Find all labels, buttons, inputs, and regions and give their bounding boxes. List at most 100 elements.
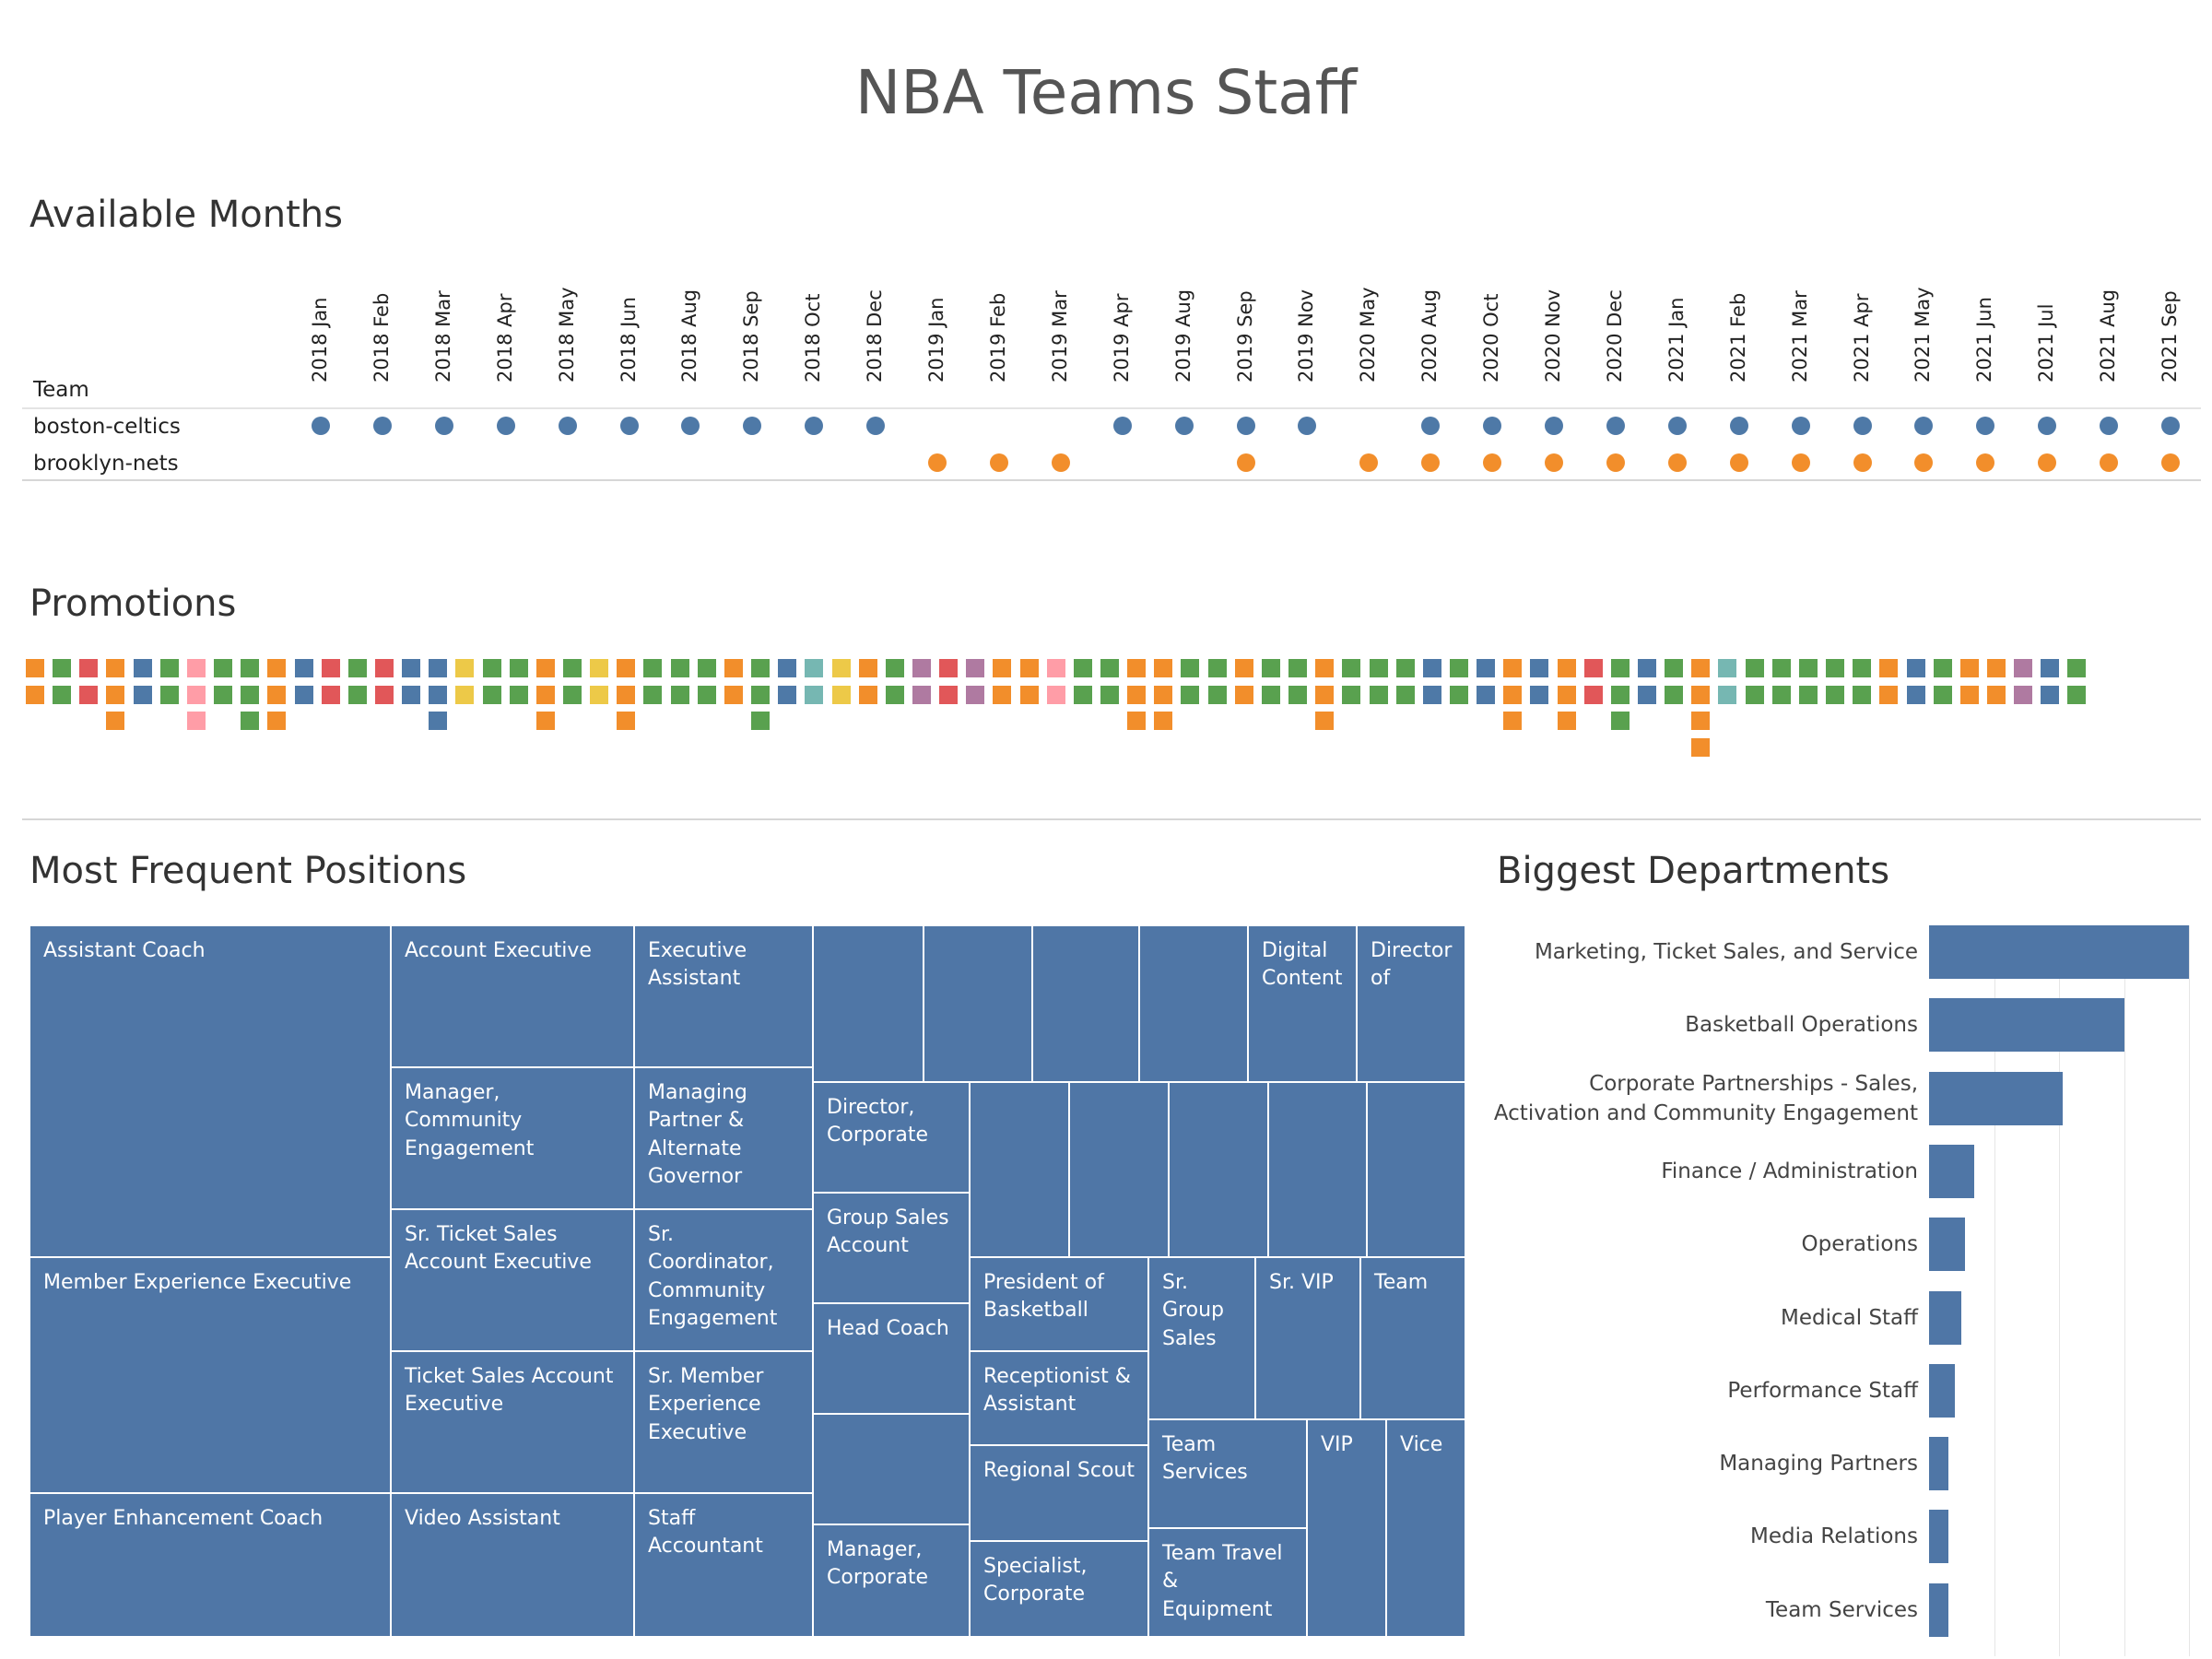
promotion-square[interactable] <box>1261 685 1280 704</box>
promotion-square[interactable] <box>1933 685 1952 704</box>
promotion-square[interactable] <box>2067 685 2087 704</box>
month-dot[interactable] <box>312 417 330 435</box>
promotion-square[interactable] <box>2014 659 2033 677</box>
promotion-square[interactable] <box>26 685 44 704</box>
promotion-square[interactable] <box>374 659 394 677</box>
promotion-square[interactable] <box>1073 685 1092 704</box>
promotion-square[interactable] <box>805 685 824 704</box>
promotion-square[interactable] <box>778 659 797 677</box>
treemap-tile[interactable]: Sr. Group Sales <box>1148 1257 1255 1419</box>
promotion-square[interactable] <box>1342 659 1361 677</box>
promotion-square[interactable] <box>1879 685 1899 704</box>
promotion-square[interactable] <box>563 685 582 704</box>
promotion-square[interactable] <box>1986 659 2006 677</box>
month-dot[interactable] <box>619 417 639 435</box>
promotion-square[interactable] <box>1691 659 1711 677</box>
promotion-square[interactable] <box>1745 685 1764 704</box>
promotion-square[interactable] <box>455 685 475 704</box>
promotion-square[interactable] <box>321 659 340 677</box>
promotion-square[interactable] <box>724 659 743 677</box>
promotion-square[interactable] <box>831 659 851 677</box>
promotion-square[interactable] <box>1154 659 1173 677</box>
promotion-square[interactable] <box>563 659 582 677</box>
promotion-square[interactable] <box>1503 685 1523 704</box>
treemap-tile[interactable]: Digital Content <box>1248 925 1357 1082</box>
promotion-square[interactable] <box>2014 685 2033 704</box>
treemap-tile[interactable]: Sr. Member Experience Executive <box>634 1351 813 1493</box>
promotion-square[interactable] <box>590 685 609 704</box>
promotion-square[interactable] <box>1315 685 1335 704</box>
treemap-tile[interactable]: Director, Corporate <box>813 1082 970 1193</box>
promotion-square[interactable] <box>347 685 367 704</box>
treemap-tile[interactable]: Manager, Community Engagement <box>391 1067 634 1209</box>
treemap-tile[interactable] <box>1367 1082 1465 1257</box>
month-dot[interactable] <box>2038 417 2057 435</box>
promotion-square[interactable] <box>79 659 99 677</box>
promotion-square[interactable] <box>1422 659 1441 677</box>
promotion-square[interactable] <box>1234 659 1253 677</box>
treemap-tile[interactable]: Executive Assistant <box>634 925 813 1067</box>
promotion-square[interactable] <box>1665 659 1684 677</box>
promotion-square[interactable] <box>402 685 421 704</box>
department-bar[interactable] <box>1929 1218 1965 1272</box>
promotion-square[interactable] <box>133 659 152 677</box>
promotion-square[interactable] <box>1691 685 1711 704</box>
promotion-square[interactable] <box>79 685 99 704</box>
promotion-square[interactable] <box>1771 685 1791 704</box>
promotion-square[interactable] <box>1906 685 1925 704</box>
promotion-square[interactable] <box>1853 659 1872 677</box>
promotion-square[interactable] <box>912 659 931 677</box>
promotion-square[interactable] <box>778 685 797 704</box>
treemap-tile[interactable]: President of Basketball <box>970 1257 1148 1351</box>
promotion-square[interactable] <box>1959 659 1979 677</box>
promotion-square[interactable] <box>1530 685 1549 704</box>
promotion-square[interactable] <box>241 712 260 730</box>
month-dot[interactable] <box>1729 417 1748 435</box>
promotion-square[interactable] <box>1288 659 1308 677</box>
promotion-square[interactable] <box>590 659 609 677</box>
treemap-tile[interactable]: Team Travel & Equipment <box>1148 1528 1307 1637</box>
month-dot[interactable] <box>1483 417 1502 435</box>
month-dot[interactable] <box>866 417 886 435</box>
treemap-tile[interactable]: Head Coach <box>813 1303 970 1414</box>
department-bar[interactable] <box>1929 1290 1962 1345</box>
month-dot[interactable] <box>1298 417 1317 435</box>
month-dot[interactable] <box>805 417 824 435</box>
promotion-square[interactable] <box>858 659 877 677</box>
promotion-square[interactable] <box>1933 659 1952 677</box>
promotion-square[interactable] <box>159 659 179 677</box>
promotion-square[interactable] <box>1638 685 1656 704</box>
treemap-tile[interactable]: Team Services <box>1148 1419 1307 1528</box>
promotion-square[interactable] <box>1771 659 1791 677</box>
promotion-square[interactable] <box>429 685 448 704</box>
month-dot[interactable] <box>989 453 1008 472</box>
promotion-square[interactable] <box>858 685 877 704</box>
promotion-square[interactable] <box>966 685 985 704</box>
promotion-square[interactable] <box>751 659 771 677</box>
promotion-square[interactable] <box>509 685 528 704</box>
promotion-square[interactable] <box>1826 685 1845 704</box>
promotion-square[interactable] <box>1718 685 1737 704</box>
treemap-tile[interactable] <box>813 925 924 1082</box>
promotion-square[interactable] <box>1745 659 1764 677</box>
treemap-tile[interactable]: Director of <box>1357 925 1465 1082</box>
promotion-square[interactable] <box>1181 659 1200 677</box>
promotion-square[interactable] <box>482 685 501 704</box>
treemap-tile[interactable]: Player Enhancement Coach <box>29 1493 391 1637</box>
promotion-square[interactable] <box>1315 712 1335 730</box>
month-dot[interactable] <box>1667 453 1687 472</box>
promotion-square[interactable] <box>455 659 475 677</box>
promotion-square[interactable] <box>1127 712 1147 730</box>
promotion-square[interactable] <box>267 685 287 704</box>
promotion-square[interactable] <box>1395 659 1415 677</box>
promotion-square[interactable] <box>993 659 1012 677</box>
month-dot[interactable] <box>928 453 947 472</box>
promotion-square[interactable] <box>535 712 555 730</box>
promotion-square[interactable] <box>1100 659 1119 677</box>
promotion-square[interactable] <box>697 685 716 704</box>
month-dot[interactable] <box>1853 417 1872 435</box>
month-dot[interactable] <box>1236 453 1255 472</box>
month-dot[interactable] <box>1051 453 1070 472</box>
promotion-square[interactable] <box>267 712 287 730</box>
promotion-square[interactable] <box>1369 659 1388 677</box>
